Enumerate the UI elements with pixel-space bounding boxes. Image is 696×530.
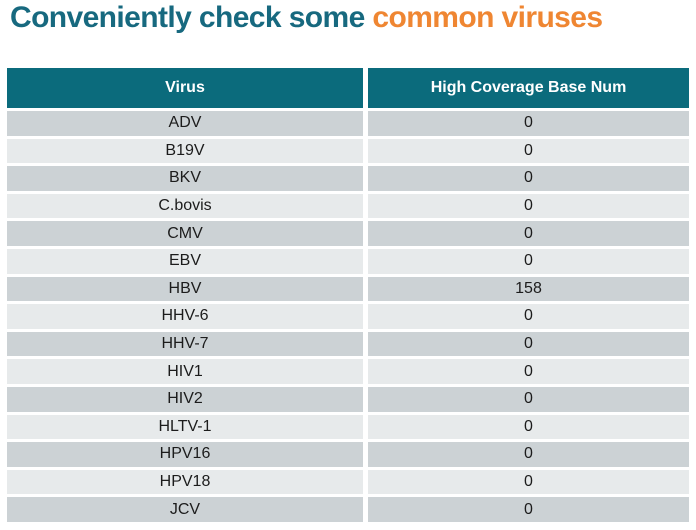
virus-cell: B19V <box>7 138 363 164</box>
virus-cell: HHV-6 <box>7 304 363 329</box>
coverage-value-cell: 0 <box>368 304 689 329</box>
virus-cell: JCV <box>7 497 363 522</box>
coverage-value-cell: 0 <box>368 111 689 136</box>
coverage-value-cell: 0 <box>368 442 689 467</box>
virus-cell: ADV <box>7 111 363 136</box>
coverage-value-cell: 158 <box>368 276 689 302</box>
coverage-value-cell: 0 <box>368 386 689 412</box>
virus-cell: HBV <box>7 276 363 302</box>
virus-cell: HPV16 <box>7 442 363 467</box>
coverage-value-cell: 0 <box>368 248 689 274</box>
coverage-value-cell: 0 <box>368 414 689 440</box>
coverage-value-cell: 0 <box>368 221 689 246</box>
coverage-value-cell: 0 <box>368 469 689 495</box>
virus-cell: C.bovis <box>7 193 363 219</box>
header-cell-virus: Virus <box>7 68 363 108</box>
virus-cell: HLTV-1 <box>7 414 363 440</box>
header-cell-coverage: High Coverage Base Num <box>368 68 689 108</box>
virus-cell: BKV <box>7 166 363 191</box>
virus-table: Virus High Coverage Base Num ADV 0 B19V 0 BK… <box>7 68 689 522</box>
coverage-value-cell: 0 <box>368 166 689 191</box>
virus-cell: CMV <box>7 221 363 246</box>
page-title-main: Conveniently check some <box>10 1 373 34</box>
virus-cell: HPV18 <box>7 469 363 495</box>
page-title-highlight: common viruses <box>372 1 603 34</box>
coverage-value-cell: 0 <box>368 193 689 219</box>
virus-cell: HIV2 <box>7 386 363 412</box>
virus-cell: EBV <box>7 248 363 274</box>
coverage-value-cell: 0 <box>368 138 689 164</box>
virus-cell: HHV-7 <box>7 331 363 357</box>
virus-cell: HIV1 <box>7 359 363 384</box>
coverage-value-cell: 0 <box>368 359 689 384</box>
page-title: Conveniently check some common viruses <box>10 1 603 35</box>
coverage-value-cell: 0 <box>368 331 689 357</box>
coverage-value-cell: 0 <box>368 497 689 522</box>
